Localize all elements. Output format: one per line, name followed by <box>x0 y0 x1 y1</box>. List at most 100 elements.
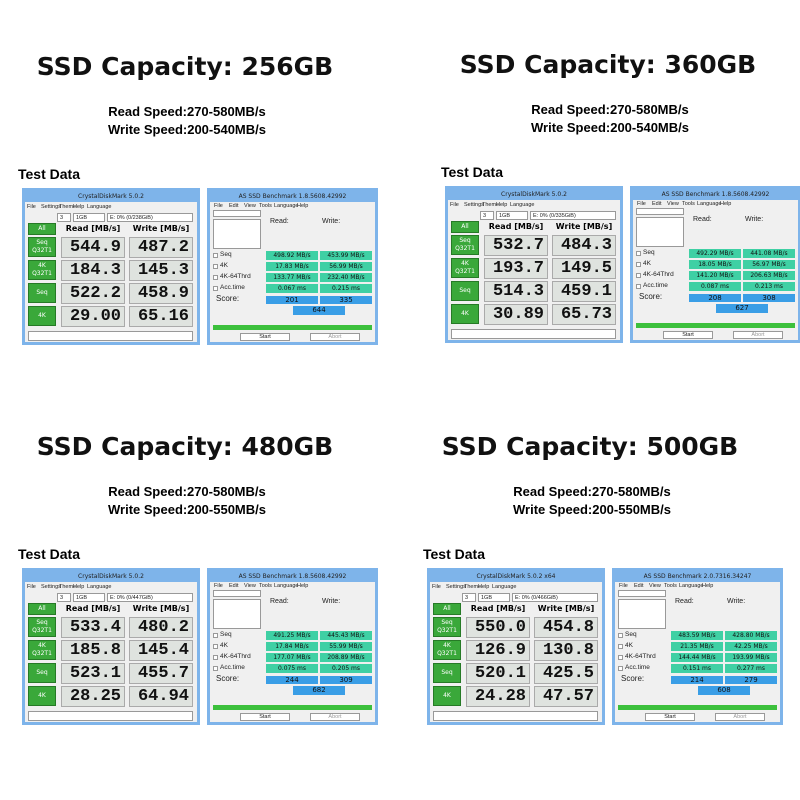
checkbox[interactable] <box>618 666 623 671</box>
all-button[interactable]: All <box>28 223 56 235</box>
checkbox[interactable] <box>636 284 641 289</box>
all-button[interactable]: All <box>451 221 479 233</box>
menu-item[interactable]: Help <box>297 583 309 589</box>
menu-item[interactable]: Theme <box>464 584 482 590</box>
menu-item[interactable]: File <box>27 584 36 590</box>
menu-item[interactable]: File <box>214 583 223 589</box>
menu-item[interactable]: File <box>214 203 223 209</box>
drive-select[interactable] <box>213 210 261 217</box>
menu-item[interactable]: File <box>619 583 628 589</box>
menu-item[interactable]: Help <box>297 203 309 209</box>
test-button[interactable]: 4K <box>433 686 461 706</box>
abort-button[interactable]: Abort <box>310 713 360 721</box>
menu-item[interactable]: Edit <box>229 203 239 209</box>
checkbox[interactable] <box>213 253 218 258</box>
test-button[interactable]: 4K <box>28 686 56 706</box>
menu-item[interactable]: View <box>244 203 256 209</box>
menu-item[interactable]: Theme <box>59 584 77 590</box>
test-button[interactable]: 4K <box>451 304 479 324</box>
start-button[interactable]: Start <box>240 713 290 721</box>
menu-item[interactable]: File <box>432 584 441 590</box>
menu-item[interactable]: Theme <box>482 202 500 208</box>
start-button[interactable]: Start <box>663 331 713 339</box>
count-select[interactable]: 3 <box>57 213 71 222</box>
test-button[interactable]: Seq Q32T1 <box>28 617 56 637</box>
menu-item[interactable]: Edit <box>229 583 239 589</box>
checkbox[interactable] <box>213 655 218 660</box>
menu-item[interactable]: Help <box>478 584 490 590</box>
checkbox[interactable] <box>618 633 623 638</box>
test-button[interactable]: Seq Q32T1 <box>433 617 461 637</box>
test-button[interactable]: Seq Q32T1 <box>28 237 56 257</box>
menu-item[interactable]: Theme <box>59 204 77 210</box>
checkbox[interactable] <box>213 644 218 649</box>
drive-select[interactable] <box>618 590 666 597</box>
menu-item[interactable]: Language <box>274 203 299 209</box>
menu-item[interactable]: Language <box>679 583 704 589</box>
menu-item[interactable]: Settings <box>464 202 484 208</box>
menu-item[interactable]: Help <box>496 202 508 208</box>
menu-item[interactable]: Help <box>73 204 85 210</box>
drive-select[interactable]: E: 0% (0/238GiB) <box>107 213 193 222</box>
checkbox[interactable] <box>213 666 218 671</box>
menu-item[interactable]: Tools <box>259 203 272 209</box>
size-select[interactable]: 1GB <box>478 593 510 602</box>
checkbox[interactable] <box>213 275 218 280</box>
menu-item[interactable]: Help <box>720 201 732 207</box>
menu-item[interactable]: Help <box>702 583 714 589</box>
menu-item[interactable]: File <box>27 204 36 210</box>
menu-item[interactable]: Language <box>492 584 517 590</box>
abort-button[interactable]: Abort <box>310 333 360 341</box>
menu-item[interactable]: Tools <box>664 583 677 589</box>
menu-item[interactable]: Edit <box>652 201 662 207</box>
drive-select[interactable] <box>213 590 261 597</box>
menu-item[interactable]: Tools <box>682 201 695 207</box>
size-select[interactable]: 1GB <box>73 213 105 222</box>
test-button[interactable]: Seq <box>451 281 479 301</box>
test-button[interactable]: 4K <box>28 306 56 326</box>
test-button[interactable]: 4K Q32T1 <box>28 640 56 660</box>
checkbox[interactable] <box>213 633 218 638</box>
menu-item[interactable]: Tools <box>259 583 272 589</box>
test-button[interactable]: Seq <box>433 663 461 683</box>
start-button[interactable]: Start <box>240 333 290 341</box>
checkbox[interactable] <box>636 262 641 267</box>
menu-item[interactable]: Language <box>274 583 299 589</box>
menu-item[interactable]: Language <box>87 204 112 210</box>
menu-item[interactable]: Settings <box>41 204 61 210</box>
drive-select[interactable]: E: 0% (0/447GiB) <box>107 593 193 602</box>
menu-item[interactable]: View <box>244 583 256 589</box>
menu-item[interactable]: Settings <box>41 584 61 590</box>
drive-select[interactable]: E: 0% (0/335GiB) <box>530 211 616 220</box>
test-button[interactable]: Seq <box>28 663 56 683</box>
checkbox[interactable] <box>213 286 218 291</box>
checkbox[interactable] <box>618 655 623 660</box>
checkbox[interactable] <box>636 251 641 256</box>
menu-item[interactable]: File <box>637 201 646 207</box>
test-button[interactable]: Seq <box>28 283 56 303</box>
checkbox[interactable] <box>618 644 623 649</box>
menu-item[interactable]: Language <box>697 201 722 207</box>
test-button[interactable]: 4K Q32T1 <box>28 260 56 280</box>
count-select[interactable]: 3 <box>480 211 494 220</box>
checkbox[interactable] <box>636 273 641 278</box>
menu-item[interactable]: View <box>667 201 679 207</box>
menu-item[interactable]: Settings <box>446 584 466 590</box>
abort-button[interactable]: Abort <box>715 713 765 721</box>
checkbox[interactable] <box>213 264 218 269</box>
all-button[interactable]: All <box>28 603 56 615</box>
size-select[interactable]: 1GB <box>73 593 105 602</box>
count-select[interactable]: 3 <box>57 593 71 602</box>
drive-select[interactable] <box>636 208 684 215</box>
count-select[interactable]: 3 <box>462 593 476 602</box>
all-button[interactable]: All <box>433 603 461 615</box>
drive-select[interactable]: E: 0% (0/466GiB) <box>512 593 598 602</box>
menu-item[interactable]: Language <box>510 202 535 208</box>
abort-button[interactable]: Abort <box>733 331 783 339</box>
test-button[interactable]: 4K Q32T1 <box>451 258 479 278</box>
menu-item[interactable]: File <box>450 202 459 208</box>
test-button[interactable]: Seq Q32T1 <box>451 235 479 255</box>
start-button[interactable]: Start <box>645 713 695 721</box>
menu-item[interactable]: Language <box>87 584 112 590</box>
menu-item[interactable]: Help <box>73 584 85 590</box>
